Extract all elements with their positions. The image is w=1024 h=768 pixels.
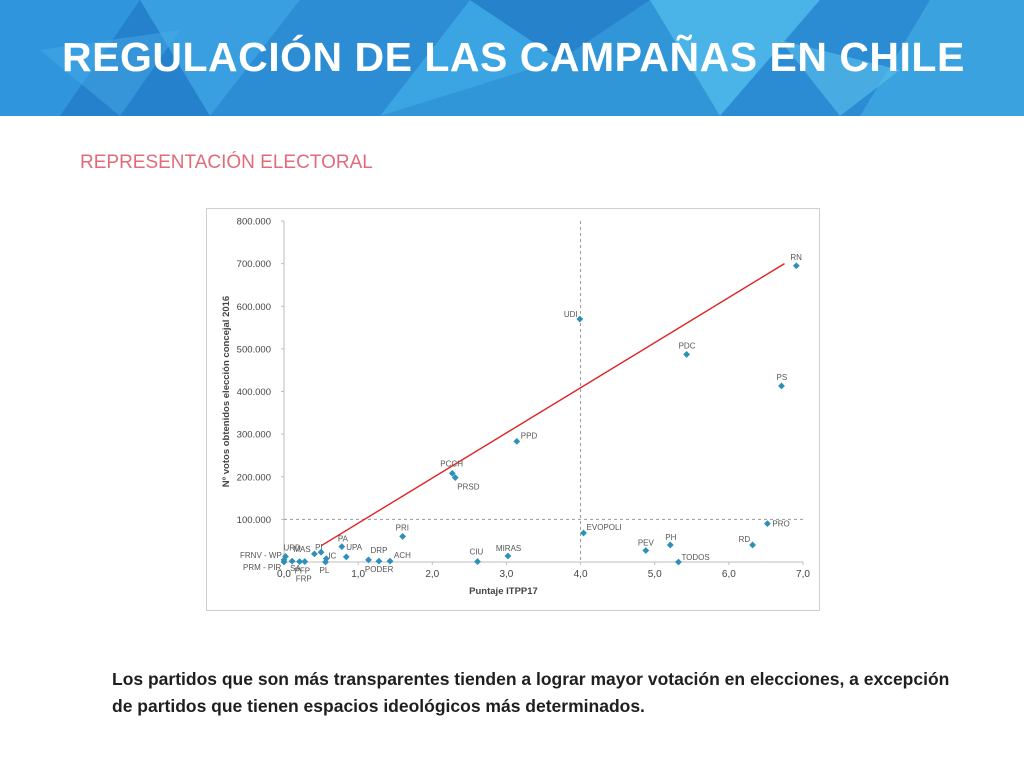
x-tick-label: 7,0 — [796, 569, 810, 580]
y-tick-label: 100.000 — [237, 515, 271, 526]
scatter-chart: 100.000 200.000 300.000 400.000 500.000 600.0… — [221, 217, 810, 598]
point-label: FRNV - WP — [240, 551, 282, 560]
data-point — [778, 382, 785, 390]
point-label: PRO — [772, 520, 789, 529]
point-label: PA — [338, 535, 349, 544]
data-point — [749, 541, 756, 549]
data-point — [792, 262, 800, 270]
data-point — [399, 533, 407, 540]
x-tick-label: 3,0 — [499, 569, 513, 580]
point-label: FRP — [296, 575, 312, 584]
data-point — [642, 547, 650, 554]
point-label: PS — [776, 373, 787, 382]
data-point — [504, 552, 512, 560]
y-tick-label: 500.000 — [237, 344, 271, 355]
point-label: PH — [665, 533, 676, 542]
point-label: MIRAS — [496, 544, 521, 553]
point-label: UDI — [564, 310, 578, 319]
point-label: IC — [328, 552, 336, 561]
trend-line — [320, 263, 785, 547]
point-label: PI — [315, 543, 323, 552]
data-point — [301, 558, 309, 565]
header-banner: REGULACIÓN DE LAS CAMPAÑAS EN CHILE — [0, 0, 1024, 116]
point-label: PEV — [638, 538, 655, 547]
y-tick-label: 200.000 — [237, 472, 271, 483]
data-point — [451, 474, 459, 482]
point-label: PRSD — [457, 483, 479, 492]
data-point — [296, 558, 303, 565]
y-tick-label: 300.000 — [237, 430, 271, 441]
point-label: PDC — [679, 341, 696, 350]
x-tick-label: 4,0 — [574, 569, 588, 580]
y-tick-label: 400.000 — [237, 387, 271, 398]
data-point — [666, 541, 674, 549]
section-subtitle: REPRESENTACIÓN ELECTORAL — [80, 152, 373, 173]
page-title: REGULACIÓN DE LAS CAMPAÑAS EN CHILE — [62, 34, 965, 80]
data-point — [474, 558, 481, 565]
x-tick-label: 5,0 — [648, 569, 662, 580]
point-label: TODOS — [681, 553, 709, 562]
y-tick-label: 600.000 — [237, 302, 271, 313]
data-point — [576, 315, 584, 323]
data-point — [322, 558, 329, 566]
y-tick-label: 800.000 — [237, 217, 271, 228]
point-label: EVOPOLI — [587, 523, 622, 532]
data-point — [338, 543, 346, 551]
data-point — [375, 557, 383, 565]
point-label: PRI — [396, 523, 409, 532]
data-point — [513, 437, 521, 445]
point-label: ACH — [394, 551, 411, 560]
data-point — [317, 548, 325, 556]
point-label: RD — [739, 535, 751, 544]
point-label: RN — [790, 253, 802, 262]
x-axis-title: Puntaje ITPP17 — [469, 586, 538, 597]
point-label: PPD — [521, 431, 538, 440]
data-point — [280, 558, 288, 566]
data-point — [342, 553, 350, 561]
x-tick-label: 6,0 — [722, 569, 736, 580]
polygon-background — [0, 0, 1024, 116]
data-point — [365, 556, 372, 564]
chart-frame: 100.000 200.000 300.000 400.000 500.000 600.0… — [206, 208, 820, 611]
x-tick-label: 1,0 — [351, 569, 365, 580]
point-label: MAS — [293, 545, 310, 554]
data-point — [448, 469, 456, 477]
x-tick-label: 0,0 — [277, 569, 291, 580]
point-label: DRP — [371, 546, 388, 555]
data-point — [288, 557, 296, 565]
data-point — [386, 557, 394, 565]
y-axis-title: Nº votos obtenidos elección concejal 201… — [221, 296, 232, 487]
x-tick-label: 2,0 — [425, 569, 439, 580]
y-tick-label: 700.000 — [237, 259, 271, 270]
caption-text: Los partidos que son más transparentes t… — [112, 669, 950, 716]
data-point — [683, 351, 690, 358]
point-label: SA — [290, 564, 301, 573]
data-point — [580, 529, 587, 537]
data-point — [310, 550, 318, 558]
point-label: PFP — [295, 567, 311, 576]
point-label: PRM - PIR — [243, 563, 281, 572]
point-label: CIU — [470, 548, 484, 557]
point-label: URD — [283, 543, 301, 552]
point-label: PL — [320, 566, 330, 575]
point-label: PODER — [365, 565, 394, 574]
point-label: UPA — [346, 543, 363, 552]
data-point — [764, 520, 771, 528]
point-label: PCCH — [440, 459, 463, 468]
